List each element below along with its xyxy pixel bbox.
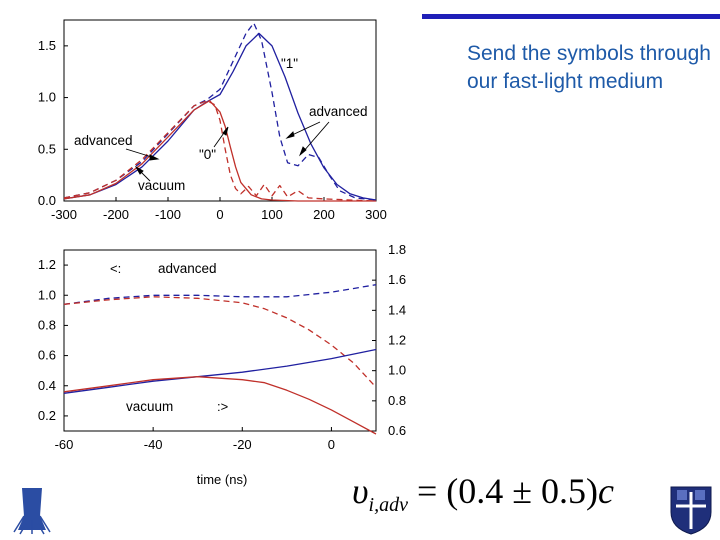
series-line-dashed [63,22,377,201]
formula-value: (0.4 ± 0.5) [446,471,599,511]
chart-bottom: -60 -40 -20 0 0.2 0.4 0.6 0.8 1.0 1.2 0.6 0.8 1.0 1.2… [38,242,406,487]
series-line-solid [63,376,377,435]
y-tick-label: 1.2 [38,257,56,272]
slide-body-text: Send the symbols through our fast-light … [467,42,711,93]
x-axis-label: time (ns) [197,472,248,487]
formula-unit: c [598,471,614,511]
series-line-dashed [63,100,377,202]
x-tick-label: -200 [103,207,129,222]
chart-top: -300 -200 -100 0 100 200 300 0.0 0.5 1.0 1.5 "1" a… [38,19,387,222]
y-tick-label: 1.0 [38,287,56,302]
annotation-vacuum: vacuum [126,399,173,414]
series-line-dashed [63,284,377,305]
y2-tick-label: 1.2 [388,333,406,348]
annotation-advanced-left: advanced [74,133,133,148]
annotation-zero: "0" [199,147,216,162]
series-line-dashed [63,296,377,388]
y-tick-label: 0.8 [38,317,56,332]
x-tick-label: 0 [216,207,223,222]
y2-tick-label: 1.4 [388,302,406,317]
series-line-solid [63,100,376,202]
y-tick-label: 0.6 [38,348,56,363]
y2-tick-label: 0.8 [388,393,406,408]
formula-subscript: i,adv [368,494,408,516]
x-tick-label: -20 [233,437,252,452]
y2-tick-label: 1.8 [388,242,406,257]
right-arrow-marker: :> [217,399,228,414]
x-tick-label: -40 [144,437,163,452]
formula-equals: = [416,471,438,511]
y2-tick-label: 0.6 [388,423,406,438]
series-line-solid [63,348,377,394]
y-tick-label: 0.4 [38,378,56,393]
y-tick-label: 0.5 [38,141,56,156]
y2-tick-label: 1.0 [388,363,406,378]
velocity-formula: υi,adv = (0.4 ± 0.5)c [352,470,614,517]
series-line-solid [63,32,377,201]
x-tick-label: -300 [51,207,77,222]
annotation-advanced-right: advanced [309,104,368,119]
left-arrow-marker: <: [110,261,121,276]
y-tick-label: 0.0 [38,193,56,208]
x-tick-label: 200 [313,207,335,222]
annotation-advanced: advanced [158,261,217,276]
formula-symbol: υ [352,471,369,511]
university-shield-logo [670,486,712,535]
y-tick-label: 1.5 [38,38,56,53]
y-tick-label: 0.2 [38,408,56,423]
title-accent-bar [422,14,720,19]
x-tick-label: -100 [155,207,181,222]
x-tick-label: 0 [328,437,335,452]
x-tick-label: 100 [261,207,283,222]
tree-logo [13,488,51,535]
chart-top-arrows [125,121,330,182]
y-tick-label: 1.0 [38,90,56,105]
y2-tick-label: 1.6 [388,272,406,287]
x-tick-label: -60 [55,437,74,452]
x-tick-label: 300 [365,207,387,222]
annotation-one: "1" [281,56,298,71]
annotation-vacuum: vacuum [138,178,185,193]
